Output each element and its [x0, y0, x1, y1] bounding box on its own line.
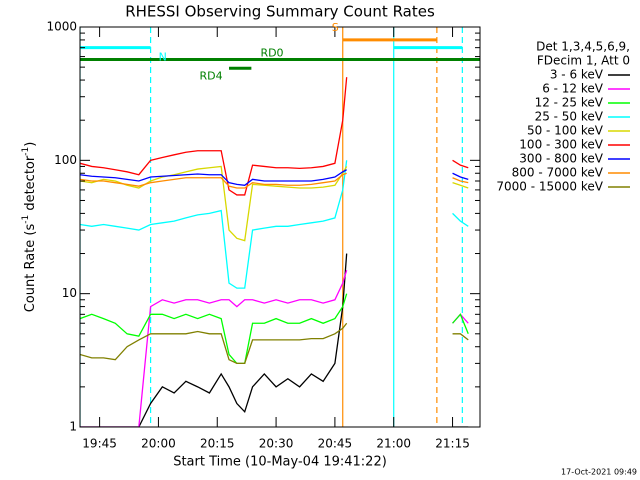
series-line	[80, 322, 469, 365]
legend-label: 300 - 800 keV	[519, 152, 603, 166]
x-tick-label: 19:45	[82, 437, 117, 451]
x-tick-label: 20:45	[318, 437, 353, 451]
x-tick-label: 21:00	[376, 437, 411, 451]
footer: 17-Oct-2021 09:49	[561, 468, 637, 477]
x-axis-label: Start Time (10-May-04 19:41:22)	[173, 455, 387, 470]
legend-label: 25 - 50 keV	[535, 110, 604, 124]
plot-area	[80, 27, 480, 427]
x-tick-label: 20:15	[200, 437, 235, 451]
x-tick-label: 20:00	[141, 437, 176, 451]
x-tick-label: 21:15	[435, 437, 470, 451]
series-line	[80, 270, 469, 427]
legend-label: 800 - 7000 keV	[512, 166, 604, 180]
series-line	[80, 293, 469, 365]
plot-frame	[79, 26, 481, 428]
legend-header: FDecim 1, Att 0	[537, 54, 630, 68]
y-tick-label: 100	[54, 153, 77, 167]
legend-label: 50 - 100 keV	[527, 124, 604, 138]
chart-title: RHESSI Observing Summary Count Rates	[125, 3, 435, 21]
legend-label: 12 - 25 keV	[535, 96, 604, 110]
series-line	[80, 160, 469, 289]
legend-header: Det 1,3,4,5,6,9,	[536, 40, 630, 54]
y-tick-label: 1	[69, 420, 77, 434]
flag-label: S	[332, 21, 339, 34]
legend-label: 6 - 12 keV	[542, 82, 604, 96]
legend-label: 3 - 6 keV	[550, 68, 604, 82]
flag-label: N	[159, 51, 167, 64]
series-line	[80, 172, 469, 189]
legend-label: 7000 - 15000 keV	[496, 180, 603, 194]
y-tick-label: 10	[62, 286, 77, 300]
legend-label: 100 - 300 keV	[519, 138, 603, 152]
flag-label: RD4	[199, 69, 222, 82]
series-line	[80, 169, 469, 186]
series-line	[80, 165, 469, 242]
y-tick-label: 1000	[46, 20, 77, 34]
flag-label: RD0	[260, 47, 283, 60]
series-line	[80, 253, 469, 427]
y-axis-label: Count Rate (s-1 detector-1)	[21, 142, 38, 313]
x-tick-label: 20:30	[259, 437, 294, 451]
series-line	[80, 77, 469, 196]
